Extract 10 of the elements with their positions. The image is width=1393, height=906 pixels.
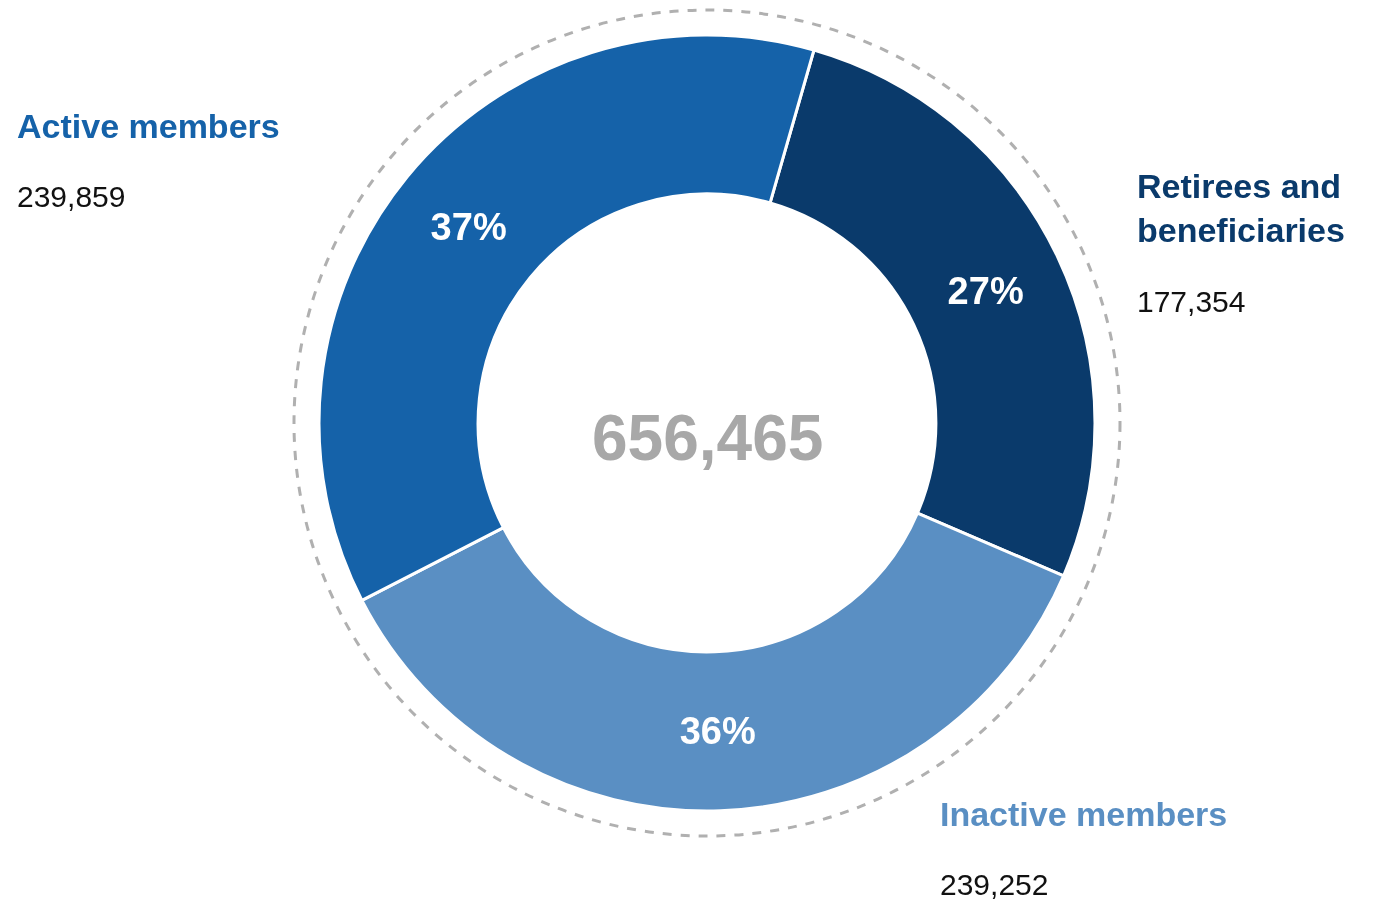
text: 177,354 [1137, 285, 1246, 318]
data-label: 27% [947, 269, 1024, 312]
text: 239,859 [17, 180, 126, 213]
slice-label: Retirees and beneficiaries [1137, 167, 1345, 250]
data-label: 37% [430, 206, 507, 249]
slice-label: Inactive members [940, 795, 1228, 833]
text: 239,252 [940, 868, 1049, 901]
text: 656,465 [592, 402, 824, 474]
slice-label: Active members [17, 107, 280, 145]
data-label: 36% [679, 710, 756, 753]
